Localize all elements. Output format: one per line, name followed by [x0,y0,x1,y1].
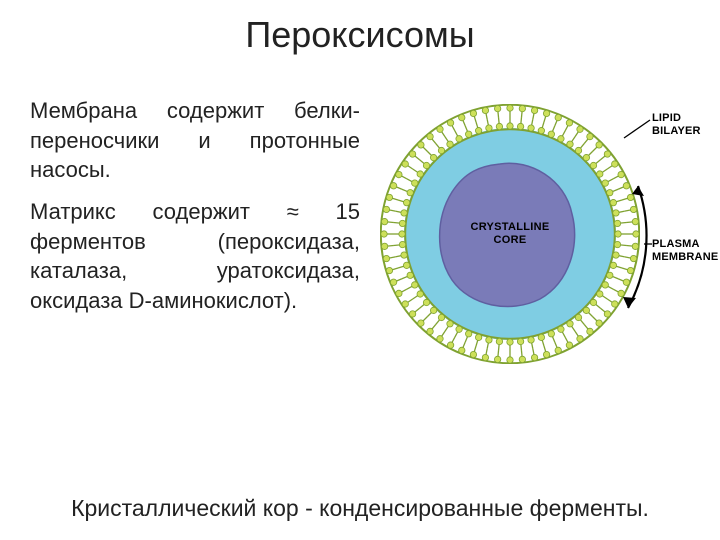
page-title: Пероксисомы [0,0,720,56]
text-column: Мембрана содержит белки-переносчики и пр… [30,76,360,436]
diagram-column: CRYSTALLINE CORE LIPID BILAYER PLASMA ME… [370,76,700,436]
core-label: CRYSTALLINE CORE [380,104,640,364]
label-plasma-membrane: PLASMA MEMBRANE [652,238,718,263]
peroxisome-diagram: CRYSTALLINE CORE [380,104,640,364]
content-row: Мембрана содержит белки-переносчики и пр… [0,56,720,436]
paragraph-1: Мембрана содержит белки-переносчики и пр… [30,96,360,185]
label-lipid-bilayer: LIPID BILAYER [652,112,701,137]
paragraph-2: Матрикс содержит ≈ 15 ферментов (перокси… [30,197,360,316]
footer-text: Кристаллический кор - конденсированные ф… [0,495,720,522]
